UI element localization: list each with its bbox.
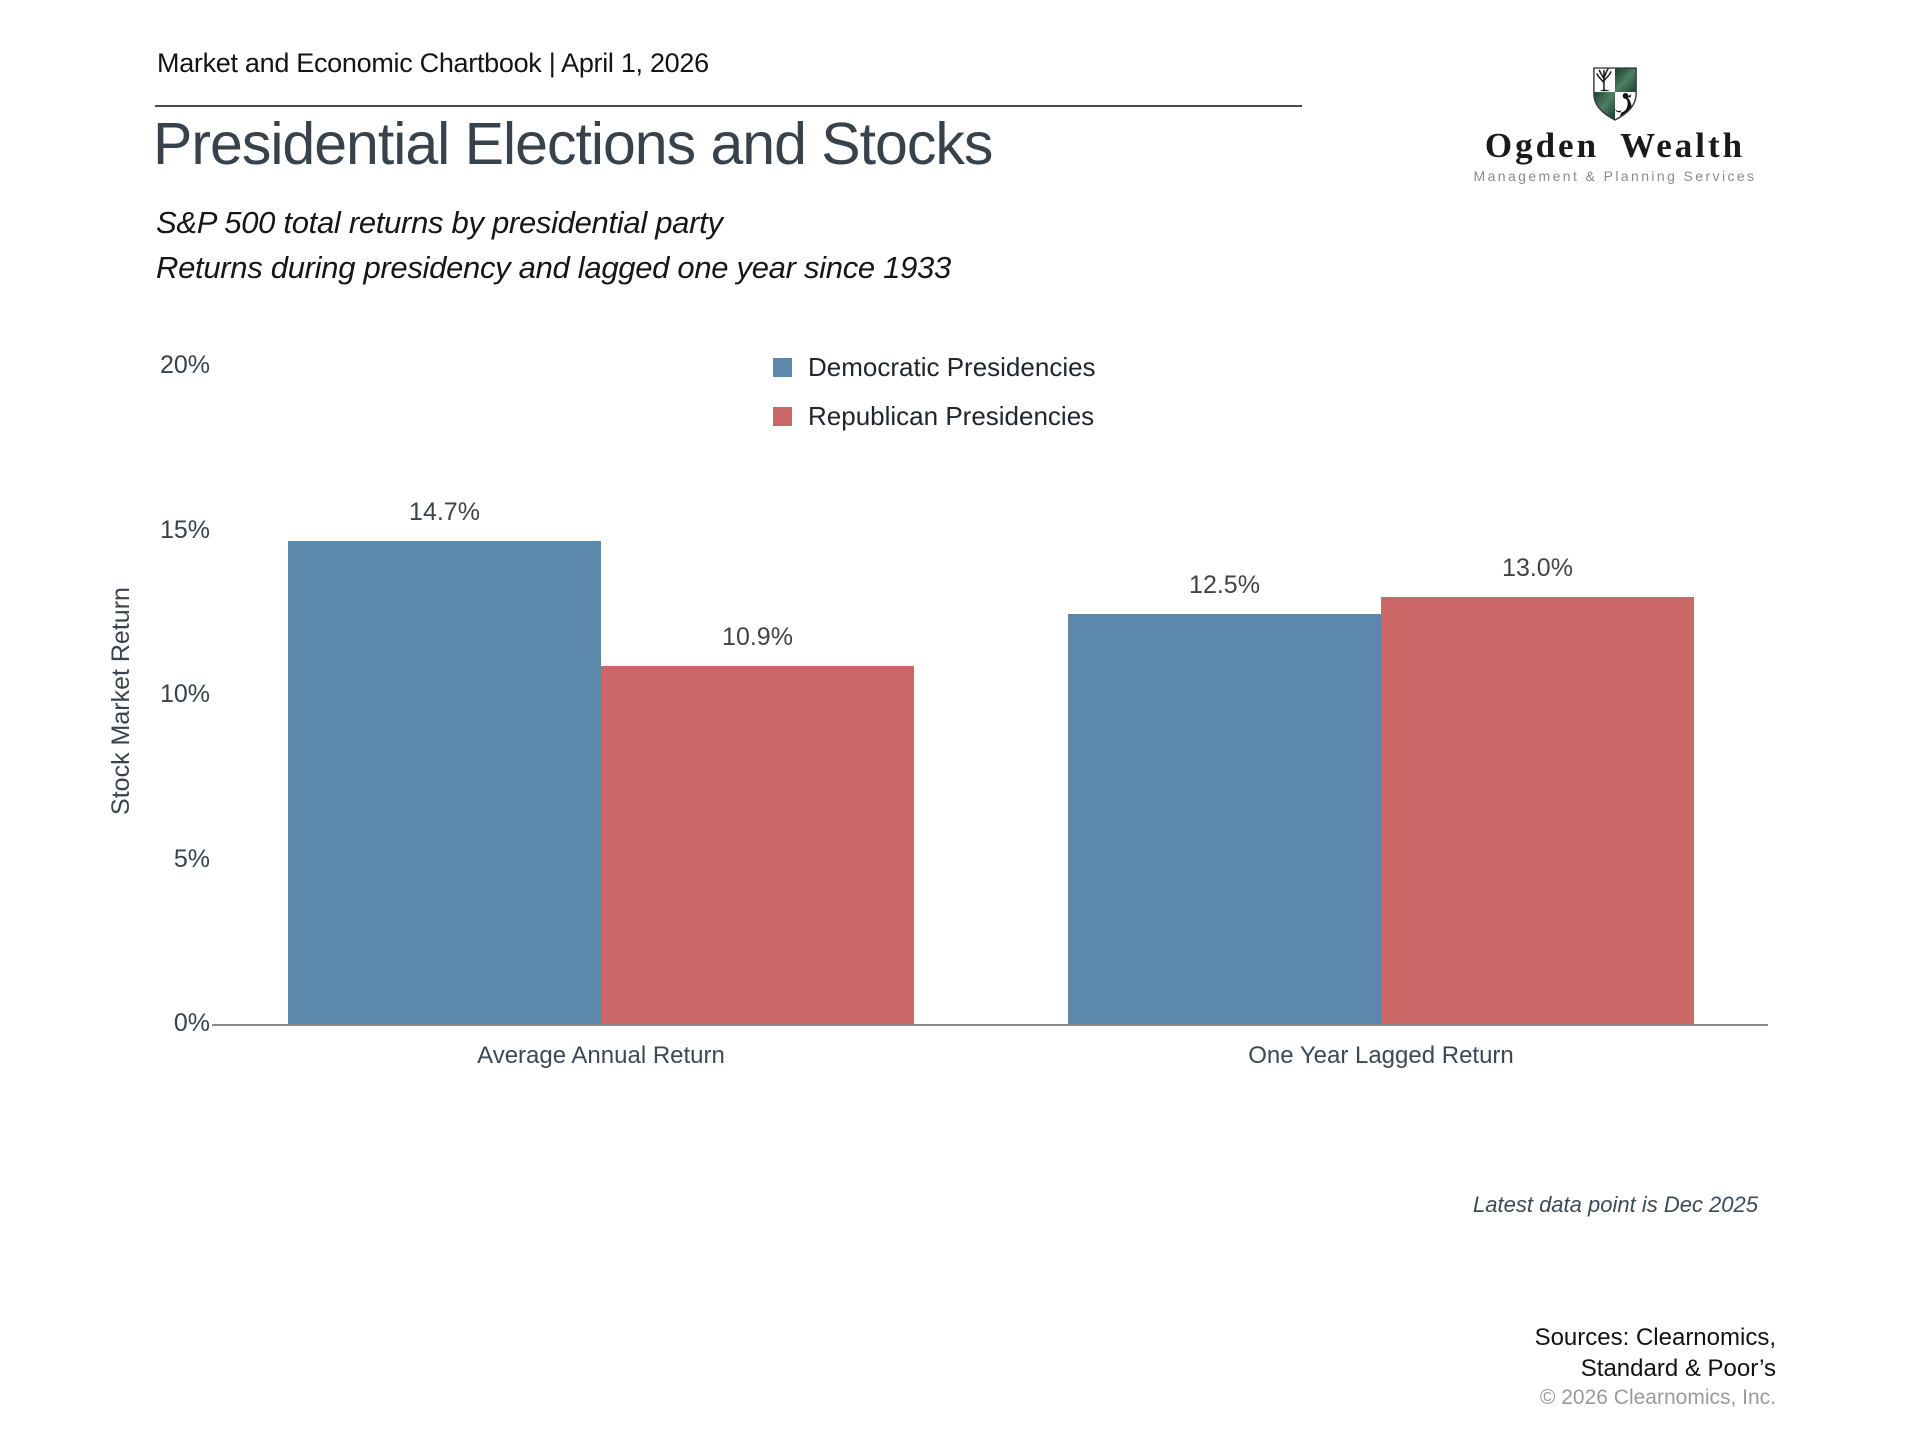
tree-icon	[1596, 68, 1612, 92]
bar-democratic-presidencies-average-annual-return	[288, 541, 601, 1025]
bar-value-label-republican-presidencies-average-annual-return: 10.9%	[722, 623, 793, 651]
x-label-average-annual-return: Average Annual Return	[477, 1042, 725, 1069]
latest-data-note: Latest data point is Dec 2025	[1473, 1192, 1758, 1217]
bar-value-label-democratic-presidencies-one-year-lagged-return: 12.5%	[1189, 571, 1260, 599]
legend-swatch-icon	[773, 406, 792, 426]
page-title: Presidential Elections and Stocks	[153, 111, 993, 177]
sources-note: Sources: Clearnomics, Standard & Poor’s	[976, 1322, 1776, 1384]
chart-legend: Democratic Presidencies Republican Presid…	[773, 352, 1096, 450]
header-divider	[155, 105, 1302, 107]
chart-subtitle: S&P 500 total returns by presidential pa…	[156, 200, 951, 290]
bar-value-label-democratic-presidencies-average-annual-return: 14.7%	[409, 498, 480, 526]
y-tick-10: 10%	[159, 680, 210, 708]
y-tick-20: 20%	[159, 351, 210, 379]
legend-label: Democratic Presidencies	[808, 351, 1096, 382]
y-tick-15: 15%	[159, 515, 210, 544]
bar-value-label-republican-presidencies-one-year-lagged-return: 13.0%	[1502, 554, 1573, 582]
x-label-one-year-lagged-return: One Year Lagged Return	[1248, 1042, 1514, 1069]
shield-crest-icon	[1593, 67, 1637, 121]
header-breadcrumb: Market and Economic Chartbook | April 1,…	[157, 48, 709, 78]
legend-swatch-icon	[773, 357, 792, 377]
logo-wordmark: Ogden Wealth	[1484, 126, 1746, 165]
subtitle-line-1: S&P 500 total returns by presidential pa…	[156, 205, 723, 240]
bar-democratic-presidencies-one-year-lagged-return	[1068, 614, 1381, 1025]
y-tick-0: 0%	[173, 1009, 210, 1037]
bar-republican-presidencies-average-annual-return	[601, 666, 914, 1025]
logo-tagline: Management & Planning Services	[1473, 168, 1757, 184]
subtitle-line-2: Returns during presidency and lagged one…	[156, 250, 951, 285]
sources-line-1: Sources: Clearnomics,	[1534, 1324, 1776, 1351]
copyright-note: © 2026 Clearnomics, Inc.	[1539, 1386, 1776, 1409]
x-axis-line	[212, 1024, 1768, 1026]
legend-label: Republican Presidencies	[808, 400, 1095, 431]
legend-item-republican-presidencies: Republican Presidencies	[773, 401, 1096, 431]
bar-republican-presidencies-one-year-lagged-return	[1381, 597, 1694, 1025]
sources-line-2: Standard & Poor’s	[1580, 1355, 1776, 1382]
legend-item-democratic-presidencies: Democratic Presidencies	[773, 352, 1096, 382]
ogden-wealth-logo: Ogden Wealth Management & Planning Servi…	[1430, 66, 1800, 184]
y-tick-5: 5%	[173, 844, 210, 873]
